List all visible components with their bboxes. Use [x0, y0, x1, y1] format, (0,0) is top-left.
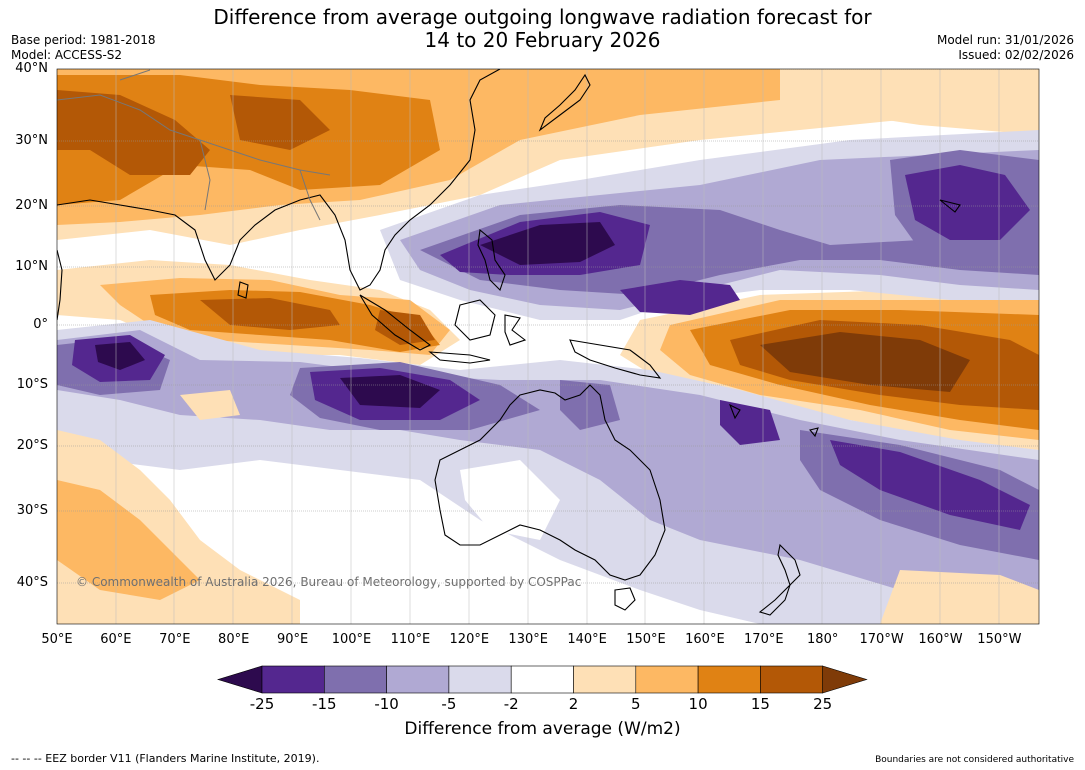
longitude-label: 150°W [977, 632, 1022, 647]
colorbar-bin [510, 665, 574, 694]
coastlines [57, 69, 961, 616]
chart-title-line1: Difference from average outgoing longwav… [213, 5, 872, 29]
colorbar-tick-label: -15 [312, 695, 337, 713]
africa-coastline [57, 249, 63, 321]
latitude-label: 20°S [16, 438, 48, 453]
sumatra-coastline [359, 294, 432, 351]
tasmania-coastline [614, 587, 636, 611]
colorbar-tick-label: 15 [750, 695, 770, 713]
colorbar-bin [323, 665, 387, 694]
longitude-label: 170°W [859, 632, 904, 647]
colorbar-extend-high [822, 665, 868, 694]
colorbar-tick-label: -10 [374, 695, 399, 713]
longitude-label: 90°E [276, 632, 309, 647]
longitude-label: 160°E [685, 632, 725, 647]
model-name: Model: ACCESS-S2 [11, 48, 123, 62]
model-run: Model run: 31/01/2026 [936, 33, 1074, 47]
asia-coastline [57, 69, 501, 291]
longitude-label: 60°E [100, 632, 132, 647]
sri-lanka-coastline [237, 281, 249, 299]
colorbar-bin [760, 665, 824, 694]
colorbar [216, 665, 868, 694]
colorbar-label: Difference from average (W/m2) [404, 719, 681, 739]
copyright-notice: © Commonwealth of Australia 2026, Bureau… [76, 575, 582, 589]
longitude-label: 170°E [744, 632, 784, 647]
colorbar-tick-label: -2 [503, 695, 519, 713]
longitude-label: 130°E [508, 632, 548, 647]
borneo-coastline [454, 299, 496, 341]
issued-date: Issued: 02/02/2026 [958, 48, 1074, 62]
colorbar-tick-label: 10 [688, 695, 708, 713]
colorbar-tick-label: 2 [568, 695, 579, 713]
latitude-label: 10°N [15, 259, 48, 274]
longitude-label: 100°E [331, 632, 372, 647]
java-coastline [428, 351, 491, 364]
philippines-coastline [477, 228, 506, 292]
japan-coastline [538, 73, 591, 132]
colorbar-bin [697, 665, 761, 694]
latitude-label: 30°S [16, 503, 48, 518]
longitude-label: 150°E [626, 632, 666, 647]
colorbar-bin [261, 665, 325, 694]
longitude-label: 180° [807, 632, 839, 647]
meridians [115, 69, 1000, 624]
longitude-label: 70°E [159, 632, 191, 647]
colorbar-tick-label: 25 [813, 695, 833, 713]
latitude-label: 30°N [15, 133, 48, 148]
gridlines [57, 69, 1039, 584]
new-zealand-south-coastline [758, 584, 791, 616]
map-frame [56, 68, 1040, 625]
latitude-label: 20°N [15, 198, 48, 213]
longitude-label: 120°E [449, 632, 490, 647]
longitude-label: 110°E [390, 632, 431, 647]
colorbar-tick-label: -5 [441, 695, 457, 713]
longitude-label: 80°E [218, 632, 250, 647]
longitude-label: 50°E [41, 632, 73, 647]
colorbar-extend-low [216, 665, 263, 694]
colorbar-tick-label: 5 [631, 695, 641, 713]
sulawesi-coastline [504, 314, 527, 346]
longitude-label: 160°W [918, 632, 963, 647]
colorbar-bin [448, 665, 512, 694]
boundary-disclaimer: Boundaries are not considered authoritat… [875, 755, 1074, 765]
new-guinea-coastline [569, 339, 662, 379]
chart-title-line2: 14 to 20 February 2026 [424, 28, 661, 52]
latitude-label: 40°S [16, 575, 48, 590]
australia-coastline [434, 384, 666, 581]
colorbar-bin [573, 665, 637, 694]
longitude-label: 140°E [567, 632, 607, 647]
latitude-label: 40°N [15, 61, 48, 76]
colorbar-bin [635, 665, 699, 694]
latitude-label: 0° [33, 317, 48, 332]
latitude-label: 10°S [16, 377, 48, 392]
anomaly-field [57, 69, 1039, 624]
base-period: Base period: 1981-2018 [11, 33, 156, 47]
colorbar-bin [386, 665, 450, 694]
country-borders [57, 69, 331, 221]
colorbar-tick-label: -25 [249, 695, 275, 713]
eez-legend: -- -- -- EEZ border V11 (Flanders Marine… [11, 752, 320, 765]
